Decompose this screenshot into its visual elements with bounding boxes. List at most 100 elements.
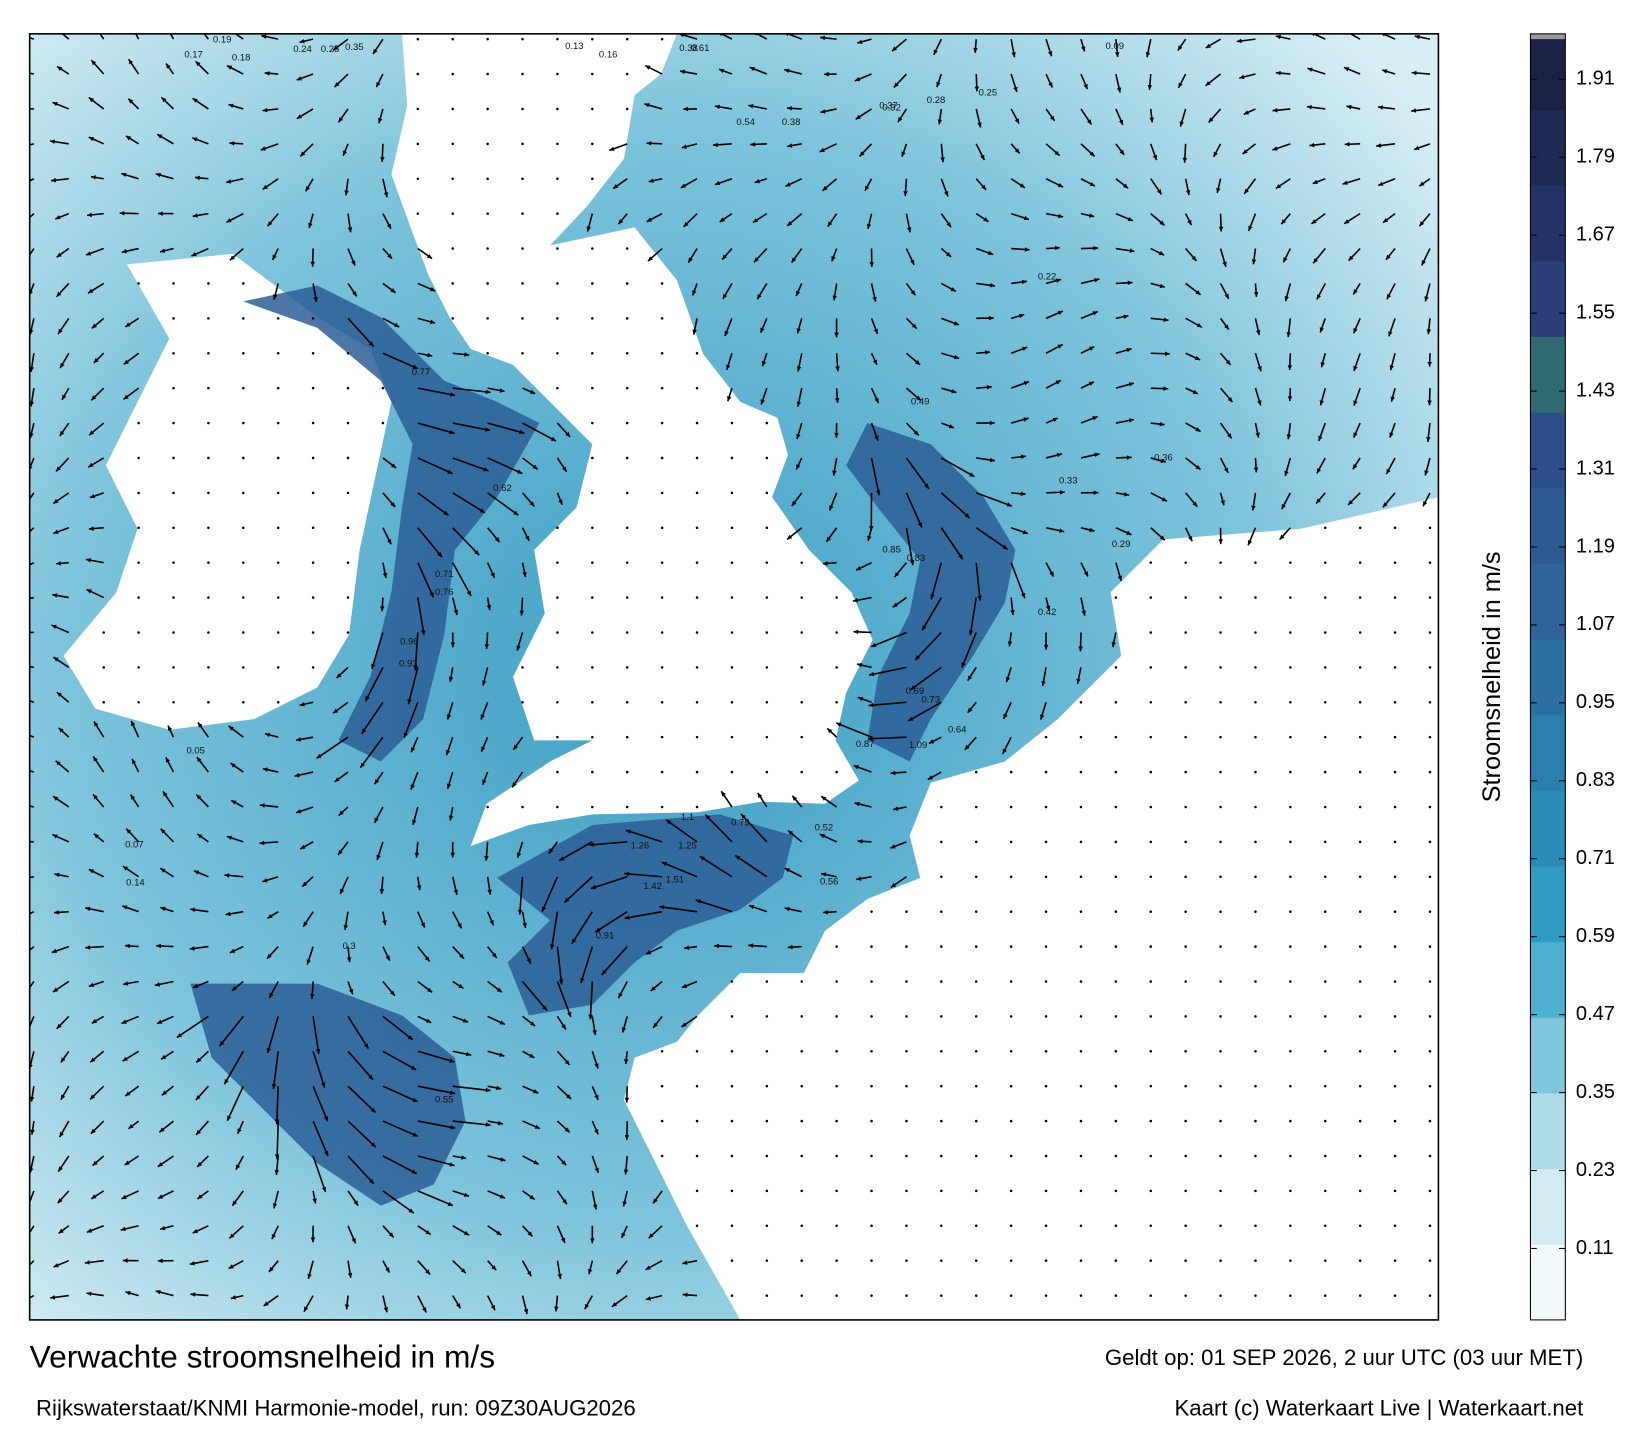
- grid-dot: [731, 1259, 734, 1262]
- grid-dot: [731, 666, 734, 669]
- grid-dot: [1289, 666, 1292, 669]
- grid-dot: [661, 387, 664, 390]
- grid-dot: [626, 108, 629, 111]
- grid-dot: [1115, 1225, 1118, 1228]
- grid-dot: [870, 1259, 873, 1262]
- grid-dot: [382, 422, 385, 425]
- valid-time: Geldt op: 01 SEP 2026, 2 uur UTC (03 uur…: [1105, 1345, 1583, 1370]
- speed-label: 0.61: [691, 43, 710, 54]
- grid-dot: [1289, 1259, 1292, 1262]
- grid-dot: [521, 317, 524, 320]
- grid-dot: [1149, 596, 1152, 599]
- grid-dot: [661, 1085, 664, 1088]
- grid-dot: [975, 910, 978, 913]
- colorbar-band: [1530, 563, 1565, 639]
- grid-dot: [277, 457, 280, 460]
- grid-dot: [1289, 701, 1292, 704]
- grid-dot: [1324, 561, 1327, 564]
- grid-dot: [1149, 910, 1152, 913]
- grid-dot: [1115, 806, 1118, 809]
- grid-dot: [1324, 771, 1327, 774]
- grid-dot: [1324, 1225, 1327, 1228]
- grid-dot: [486, 38, 489, 41]
- grid-dot: [975, 1155, 978, 1158]
- grid-dot: [1254, 841, 1257, 844]
- grid-dot: [1184, 771, 1187, 774]
- grid-dot: [1045, 910, 1048, 913]
- grid-dot: [1080, 736, 1083, 739]
- grid-dot: [1149, 1085, 1152, 1088]
- grid-dot: [800, 596, 803, 599]
- grid-dot: [1394, 596, 1397, 599]
- grid-dot: [1080, 701, 1083, 704]
- grid-dot: [312, 457, 315, 460]
- grid-dot: [870, 980, 873, 983]
- grid-dot: [242, 561, 245, 564]
- grid-dot: [1219, 1259, 1222, 1262]
- grid-dot: [1010, 1190, 1013, 1193]
- grid-dot: [451, 317, 454, 320]
- grid-dot: [172, 666, 175, 669]
- grid-dot: [1045, 1085, 1048, 1088]
- grid-dot: [1429, 1050, 1432, 1053]
- grid-dot: [1010, 806, 1013, 809]
- grid-dot: [975, 1120, 978, 1123]
- grid-dot: [1115, 980, 1118, 983]
- grid-dot: [556, 806, 559, 809]
- grid-dot: [1080, 771, 1083, 774]
- grid-dot: [242, 492, 245, 495]
- speed-label: 0.54: [736, 117, 755, 128]
- grid-dot: [486, 317, 489, 320]
- grid-dot: [731, 980, 734, 983]
- grid-dot: [766, 736, 769, 739]
- speed-label: 0.49: [911, 396, 930, 407]
- grid-dot: [696, 387, 699, 390]
- arrow-head: [20, 107, 25, 112]
- grid-dot: [137, 561, 140, 564]
- grid-dot: [312, 422, 315, 425]
- grid-dot: [1219, 666, 1222, 669]
- grid-dot: [521, 177, 524, 180]
- grid-dot: [1394, 1225, 1397, 1228]
- grid-dot: [451, 177, 454, 180]
- grid-dot: [556, 387, 559, 390]
- grid-dot: [347, 492, 350, 495]
- grid-dot: [696, 526, 699, 529]
- grid-dot: [591, 806, 594, 809]
- grid-dot: [277, 701, 280, 704]
- grid-dot: [696, 561, 699, 564]
- grid-dot: [347, 561, 350, 564]
- grid-dot: [1394, 1294, 1397, 1297]
- grid-dot: [766, 561, 769, 564]
- grid-dot: [1080, 1225, 1083, 1228]
- grid-dot: [312, 596, 315, 599]
- grid-dot: [1254, 701, 1257, 704]
- grid-dot: [1149, 631, 1152, 634]
- grid-dot: [661, 38, 664, 41]
- grid-dot: [626, 701, 629, 704]
- grid-dot: [1045, 980, 1048, 983]
- grid-dot: [1254, 980, 1257, 983]
- grid-dot: [1289, 736, 1292, 739]
- grid-dot: [661, 631, 664, 634]
- grid-dot: [800, 1190, 803, 1193]
- speed-label: 0.38: [782, 117, 801, 128]
- grid-dot: [591, 108, 594, 111]
- grid-dot: [1115, 1259, 1118, 1262]
- grid-dot: [1289, 631, 1292, 634]
- grid-dot: [696, 736, 699, 739]
- grid-dot: [661, 701, 664, 704]
- speed-label: 0.73: [922, 695, 941, 706]
- grid-dot: [1394, 945, 1397, 948]
- colorbar: 0.110.230.350.470.590.710.830.951.071.19…: [1530, 34, 1615, 1321]
- arrow-head: [16, 662, 21, 666]
- grid-dot: [940, 1190, 943, 1193]
- grid-dot: [1359, 1120, 1362, 1123]
- grid-dot: [626, 387, 629, 390]
- grid-dot: [1149, 736, 1152, 739]
- grid-dot: [1045, 1259, 1048, 1262]
- grid-dot: [1254, 806, 1257, 809]
- grid-dot: [1429, 1155, 1432, 1158]
- grid-dot: [1429, 980, 1432, 983]
- grid-dot: [1149, 701, 1152, 704]
